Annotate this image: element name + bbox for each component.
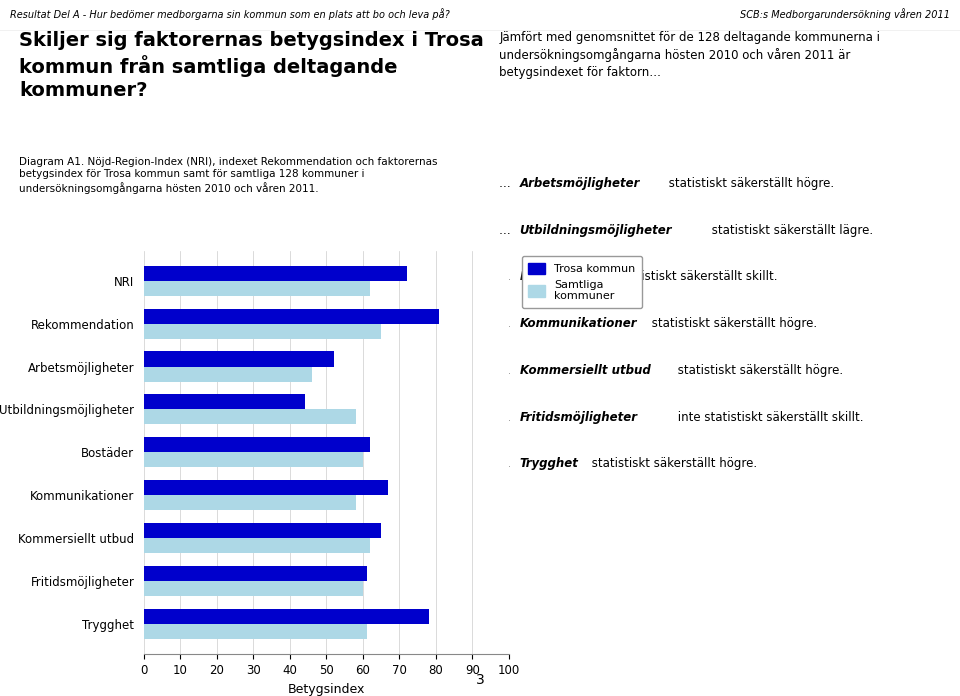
Bar (144, 308, 440, 324)
Bar (144, 538, 371, 553)
Text: Kommersiellt utbud: Kommersiellt utbud (519, 364, 650, 377)
Bar (144, 324, 381, 338)
Legend: Trosa kommun, Samtliga
kommuner: Trosa kommun, Samtliga kommuner (521, 256, 642, 308)
Text: …: … (499, 223, 515, 237)
Text: 3: 3 (475, 673, 485, 688)
Text: Skiljer sig faktorernas betygsindex i Trosa
kommun från samtliga deltagande
komm: Skiljer sig faktorernas betygsindex i Tr… (19, 31, 484, 100)
Text: …: … (499, 457, 515, 470)
Text: …: … (499, 364, 515, 377)
Text: inte statistiskt säkerställt skillt.: inte statistiskt säkerställt skillt. (674, 411, 863, 424)
Text: Fritidsmöjligheter: Fritidsmöjligheter (519, 411, 637, 424)
Bar (144, 480, 389, 496)
Bar (144, 367, 312, 381)
Text: Arbetsmöjligheter: Arbetsmöjligheter (519, 177, 640, 190)
Bar (144, 581, 363, 596)
Text: statistiskt säkerställt högre.: statistiskt säkerställt högre. (648, 317, 817, 330)
Bar (144, 452, 363, 468)
Bar (144, 496, 355, 510)
Text: …: … (499, 177, 515, 190)
Bar (144, 609, 428, 624)
Text: Bostäder: Bostäder (519, 271, 579, 283)
Bar (144, 523, 381, 538)
Text: Diagram A1. Nöjd-Region-Index (NRI), indexet Rekommendation och faktorernas
bety: Diagram A1. Nöjd-Region-Index (NRI), ind… (19, 157, 438, 194)
Bar (144, 409, 355, 425)
Text: statistiskt säkerställt högre.: statistiskt säkerställt högre. (674, 364, 843, 377)
Bar (144, 567, 367, 581)
Bar (144, 351, 334, 367)
Text: Resultat Del A - Hur bedömer medborgarna sin kommun som en plats att bo och leva: Resultat Del A - Hur bedömer medborgarna… (10, 8, 449, 20)
Text: …: … (499, 317, 515, 330)
Text: statistiskt säkerställt högre.: statistiskt säkerställt högre. (665, 177, 834, 190)
Text: …: … (499, 411, 515, 424)
Text: Trygghet: Trygghet (519, 457, 578, 470)
Bar (144, 437, 371, 452)
Bar (144, 266, 407, 280)
Bar (144, 624, 367, 639)
Bar (144, 395, 304, 409)
Text: Jämfört med genomsnittet för de 128 deltagande kommunerna i
undersökningsomgånga: Jämfört med genomsnittet för de 128 delt… (499, 31, 880, 79)
Text: Utbildningsmöjligheter: Utbildningsmöjligheter (519, 223, 672, 237)
Bar (144, 280, 371, 296)
Text: inte statistiskt säkerställt skillt.: inte statistiskt säkerställt skillt. (588, 271, 778, 283)
Text: Kommunikationer: Kommunikationer (519, 317, 637, 330)
Text: …: … (499, 271, 515, 283)
Text: statistiskt säkerställt lägre.: statistiskt säkerställt lägre. (708, 223, 874, 237)
X-axis label: Betygsindex: Betygsindex (288, 683, 365, 695)
Text: statistiskt säkerställt högre.: statistiskt säkerställt högre. (588, 457, 757, 470)
Text: SCB:s Medborgarundersökning våren 2011: SCB:s Medborgarundersökning våren 2011 (740, 8, 950, 20)
